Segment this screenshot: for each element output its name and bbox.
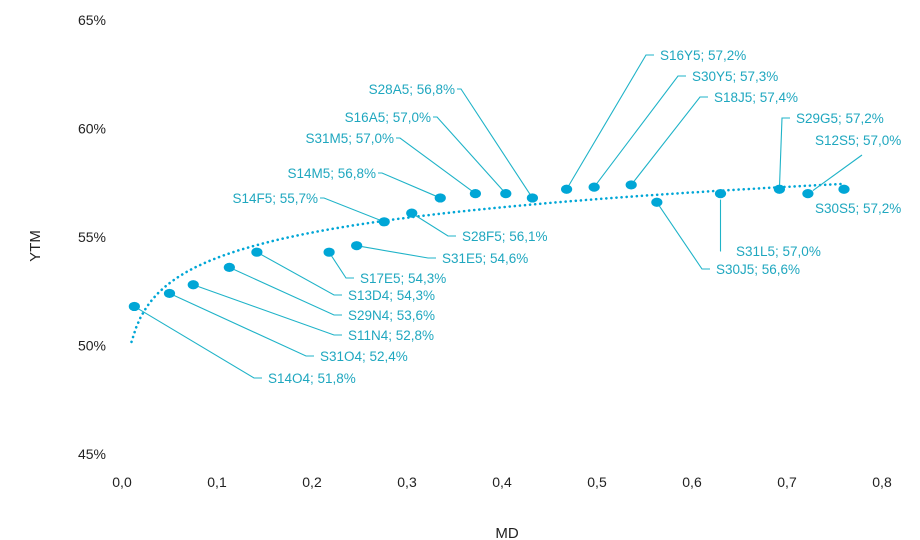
- x-tick-label: 0,7: [777, 474, 797, 490]
- data-label: S14F5; 55,7%: [232, 191, 318, 206]
- leader-line: [356, 245, 436, 259]
- x-tick-label: 0,8: [872, 474, 892, 490]
- y-axis-title: YTM: [27, 230, 44, 262]
- leader-line: [630, 96, 708, 186]
- data-point: [351, 241, 363, 251]
- y-tick-labels: 45% 50% 55% 60% 65%: [78, 12, 106, 462]
- data-point: [588, 182, 600, 192]
- data-points-layer: [128, 180, 850, 312]
- data-label: S14M5; 56,8%: [287, 166, 376, 181]
- data-label: S31E5; 54,6%: [442, 251, 528, 266]
- data-label: S31M5; 57,0%: [305, 131, 394, 146]
- data-label: S29G5; 57,2%: [796, 111, 884, 126]
- leader-lines-layer: [134, 54, 863, 379]
- data-label: S28A5; 56,8%: [369, 82, 455, 97]
- x-tick-label: 0,4: [492, 474, 512, 490]
- leader-line: [229, 266, 342, 316]
- x-tick-label: 0,6: [682, 474, 702, 490]
- data-label: S31O4; 52,4%: [320, 349, 408, 364]
- data-point: [802, 189, 814, 199]
- data-label: S16Y5; 57,2%: [660, 48, 746, 63]
- leader-line: [256, 251, 342, 296]
- x-tick-label: 0,5: [587, 474, 607, 490]
- data-label: S13D4; 54,3%: [348, 288, 435, 303]
- data-point: [714, 189, 727, 199]
- data-point: [251, 247, 263, 257]
- data-point: [526, 193, 539, 203]
- leader-line: [656, 201, 710, 270]
- x-axis-title: MD: [495, 525, 518, 540]
- data-point: [378, 217, 390, 227]
- leader-line: [320, 197, 385, 223]
- data-point: [163, 288, 176, 299]
- data-point: [187, 280, 199, 290]
- data-label: S30J5; 56,6%: [716, 262, 800, 277]
- data-point: [500, 189, 512, 199]
- y-tick-label: 45%: [78, 446, 106, 462]
- x-tick-label: 0,1: [207, 474, 227, 490]
- y-tick-label: 65%: [78, 12, 106, 28]
- leader-line: [778, 117, 790, 190]
- leader-line: [411, 212, 456, 237]
- leader-line: [457, 88, 533, 199]
- data-point: [625, 180, 637, 190]
- data-point: [469, 189, 481, 199]
- data-label: S30Y5; 57,3%: [692, 69, 778, 84]
- data-point: [434, 193, 446, 203]
- leader-line: [396, 137, 476, 195]
- data-label: S12S5; 57,0%: [815, 133, 901, 148]
- data-point: [773, 184, 786, 194]
- leader-line: [134, 305, 262, 379]
- data-label: S28F5; 56,1%: [462, 229, 548, 244]
- data-point: [128, 301, 140, 312]
- data-label: S31L5; 57,0%: [736, 244, 821, 259]
- y-tick-label: 60%: [78, 121, 106, 137]
- data-point: [561, 184, 573, 194]
- data-label: S18J5; 57,4%: [714, 90, 798, 105]
- leader-line: [812, 154, 863, 192]
- leader-line: [719, 199, 722, 252]
- data-label: S16A5; 57,0%: [345, 110, 431, 125]
- data-label: S29N4; 53,6%: [348, 308, 435, 323]
- leader-line: [193, 284, 342, 336]
- data-point: [323, 247, 335, 257]
- leader-line: [169, 292, 314, 357]
- x-tick-label: 0,2: [302, 474, 322, 490]
- leader-line: [433, 116, 507, 194]
- leader-line: [593, 75, 686, 188]
- data-label: S14O4; 51,8%: [268, 371, 356, 386]
- data-label: S17E5; 54,3%: [360, 271, 446, 286]
- leader-line: [566, 54, 654, 190]
- data-label: S11N4; 52,8%: [348, 328, 434, 343]
- x-tick-labels: 0,0 0,1 0,2 0,3 0,4 0,5 0,6 0,7 0,8: [112, 474, 892, 490]
- y-tick-label: 55%: [78, 229, 106, 245]
- data-label: S30S5; 57,2%: [815, 201, 901, 216]
- y-tick-label: 50%: [78, 338, 106, 354]
- x-tick-label: 0,3: [397, 474, 417, 490]
- leader-line: [378, 172, 441, 199]
- x-tick-label: 0,0: [112, 474, 132, 490]
- data-point: [651, 197, 663, 207]
- data-labels-layer: S14O4; 51,8% S31O4; 52,4% S11N4; 52,8% S29N…: [232, 48, 901, 386]
- data-point: [838, 184, 850, 194]
- leader-line: [328, 251, 354, 279]
- data-point: [223, 262, 235, 272]
- data-point: [406, 208, 418, 218]
